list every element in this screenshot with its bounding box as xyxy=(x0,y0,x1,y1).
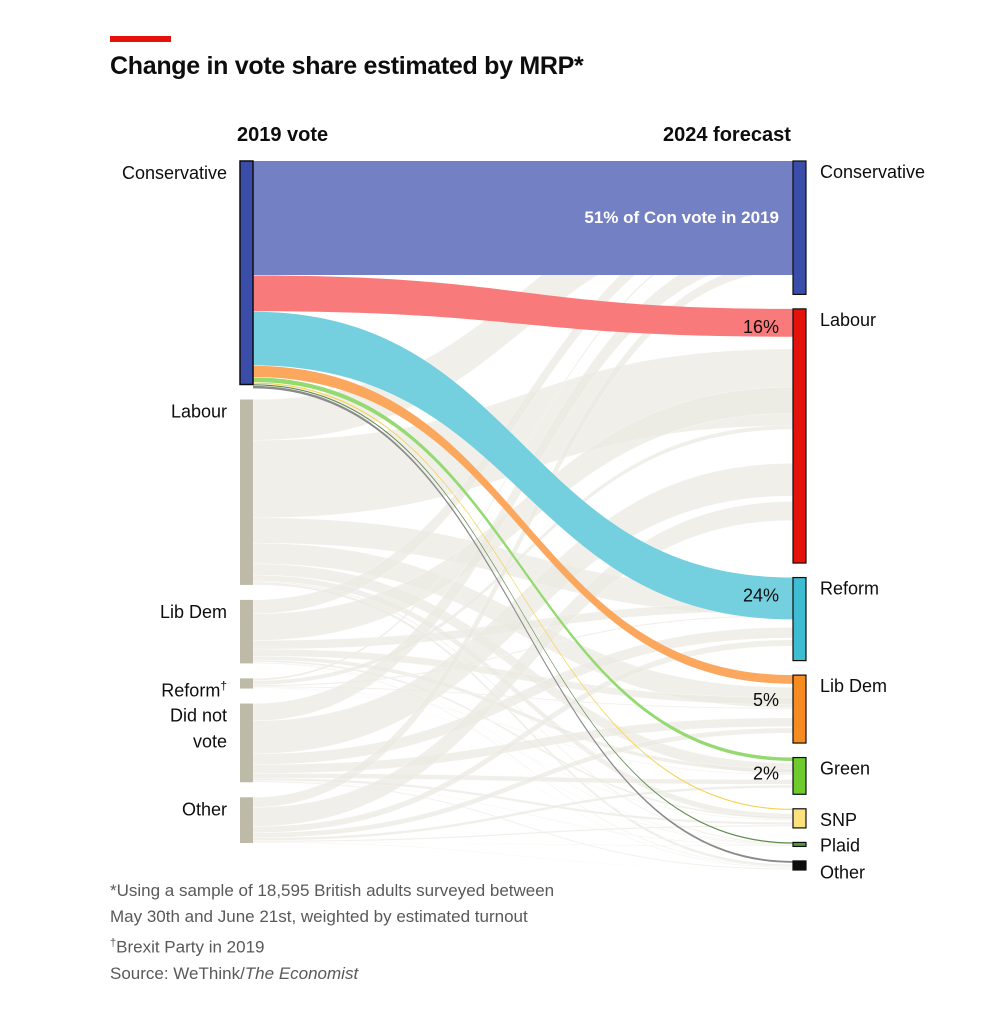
left-label-con: Conservative xyxy=(122,163,227,183)
flow-con-to-pc xyxy=(253,384,793,844)
right-label-snp: SNP xyxy=(820,810,857,830)
footnote-sample: *Using a sample of 18,595 British adults… xyxy=(110,881,555,900)
highlight-flows xyxy=(253,161,793,863)
flow-con-to-con xyxy=(253,161,793,275)
brand-red-bar xyxy=(110,36,171,42)
footnotes: *Using a sample of 18,595 British adults… xyxy=(110,878,554,987)
left-label-lab: Labour xyxy=(171,401,227,421)
right-node-grn xyxy=(792,756,807,795)
left-node-dnv xyxy=(240,703,253,783)
left-node-ld xyxy=(240,599,253,664)
right-node-ref xyxy=(792,576,807,662)
left-label-dnv: Did not xyxy=(170,706,227,726)
right-node-snp xyxy=(792,808,807,829)
right-label-ld: Lib Dem xyxy=(820,676,887,696)
labels: 51% of Con vote in 2019 16% 24% 5% 2% Conserv… xyxy=(122,162,925,882)
footnote-dates: May 30th and June 21st, weighted by esti… xyxy=(110,907,528,926)
flow-con-to-grn xyxy=(253,377,793,762)
right-label-oth: Other xyxy=(820,862,865,882)
chart-title: Change in vote share estimated by MRP* xyxy=(110,52,584,80)
right-label-pc: Plaid xyxy=(820,835,860,855)
left-label-ref: Reform† xyxy=(161,678,227,700)
left-node-lab xyxy=(240,399,253,585)
source-line: Source: WeThink/The Economist xyxy=(110,963,359,983)
dagger-mark: † xyxy=(110,937,117,949)
left-label-ld: Lib Dem xyxy=(160,602,227,622)
flow-con-to-oth xyxy=(253,385,793,863)
left-label-dnv: vote xyxy=(193,732,227,752)
flow-label-grn: 2% xyxy=(753,764,779,784)
flow-label-lab: 16% xyxy=(743,317,779,337)
flow-con-to-ref xyxy=(253,311,793,620)
right-label-con: Conservative xyxy=(820,162,925,182)
flow-label-ld: 5% xyxy=(753,690,779,710)
footnote-brexit: †Brexit Party in 2019 xyxy=(110,937,265,957)
right-node-oth xyxy=(792,860,807,871)
flow-con-to-ld xyxy=(253,365,793,684)
right-node-pc xyxy=(792,841,807,848)
right-label-grn: Green xyxy=(820,759,870,779)
left-node-oth xyxy=(240,797,253,843)
left-label-oth: Other xyxy=(182,799,227,819)
left-node-ref xyxy=(240,678,253,689)
flow-label-ref: 24% xyxy=(743,586,779,606)
right-label-lab: Labour xyxy=(820,310,876,330)
right-label-ref: Reform xyxy=(820,579,879,599)
right-node-con xyxy=(792,160,807,295)
flow-label-con: 51% of Con vote in 2019 xyxy=(584,208,779,227)
left-node-con xyxy=(239,160,254,386)
right-node-lab xyxy=(792,308,807,564)
flow-con-to-snp xyxy=(253,382,793,810)
flow-con-to-lab xyxy=(253,275,793,337)
nodes xyxy=(239,160,807,871)
left-column-header: 2019 vote xyxy=(237,124,329,146)
right-node-ld xyxy=(792,674,807,744)
right-column-header: 2024 forecast xyxy=(663,124,791,146)
